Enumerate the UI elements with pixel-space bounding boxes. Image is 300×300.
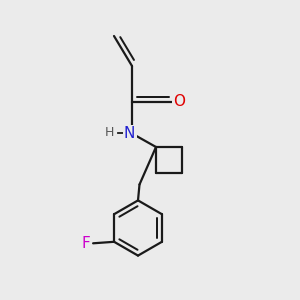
Text: F: F (81, 236, 90, 251)
Text: H: H (105, 126, 114, 139)
Text: O: O (173, 94, 185, 110)
Text: N: N (124, 126, 135, 141)
